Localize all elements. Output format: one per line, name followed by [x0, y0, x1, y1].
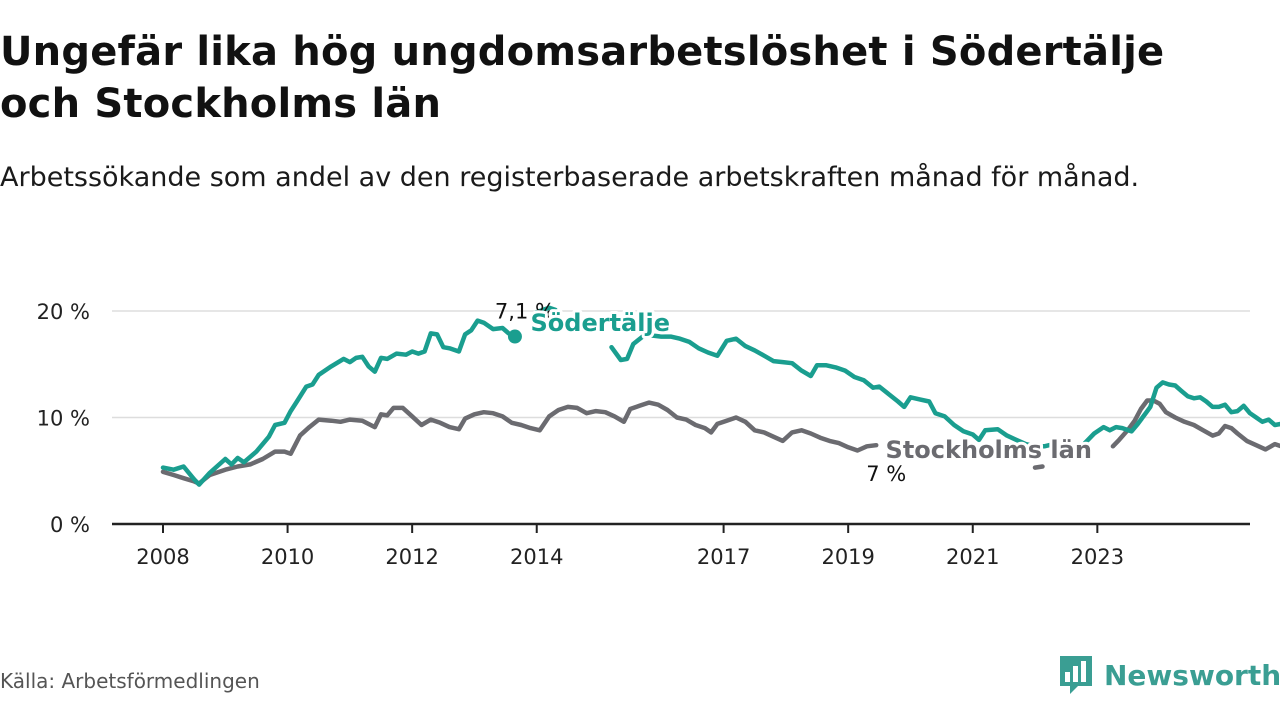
end-marker: [507, 329, 522, 344]
end-value-label: 7,1 %: [495, 300, 555, 324]
newsworthy-logo[interactable]: Newsworthy: [1058, 654, 1280, 696]
x-tick-label: 2010: [261, 545, 314, 569]
y-tick-label: 0 %: [50, 513, 90, 537]
y-axis: 0 % 10 % 20 %: [37, 300, 90, 537]
x-tick-label: 2012: [385, 545, 438, 569]
end-value-label: 7 %: [866, 462, 906, 486]
x-tick-label: 2017: [697, 545, 750, 569]
gridlines: [112, 310, 1250, 419]
x-tick-label: 2019: [821, 545, 874, 569]
series-name-label: Södertälje: [531, 309, 670, 337]
x-tick-label: 2021: [946, 545, 999, 569]
series-line-sodertalje: [609, 333, 1066, 449]
series-line-stockholm: [160, 400, 879, 486]
series-line-sodertalje: [534, 305, 558, 315]
x-tick-label: 2023: [1071, 545, 1124, 569]
y-tick-label: 10 %: [37, 407, 90, 431]
brand-name: Newsworthy: [1104, 658, 1280, 692]
x-axis: 2008 2010 2012 2014 2017 2019 2021 2023: [112, 522, 1250, 569]
series-name-label: Stockholms län: [886, 436, 1092, 464]
chart-title: Ungefär lika hög ungdomsarbetslöshet i S…: [0, 29, 1165, 127]
series-line-sodertalje: [1082, 380, 1280, 446]
series-line-sodertalje: [160, 318, 518, 487]
chart-subtitle: Arbetssökande som andel av den registerb…: [0, 162, 1140, 193]
x-tick-label: 2008: [136, 545, 189, 569]
source-note: Källa: Arbetsförmedlingen: [0, 669, 260, 693]
series-lines: [160, 305, 1280, 487]
y-tick-label: 20 %: [37, 300, 90, 324]
bar-chart-icon: [1060, 656, 1092, 694]
x-tick-label: 2014: [510, 545, 563, 569]
series-line-stockholm: [1032, 464, 1045, 470]
series-labels: 7,1 % 7 % Södertälje Stockholms län: [495, 300, 1095, 487]
series-line-stockholm: [1110, 398, 1280, 452]
